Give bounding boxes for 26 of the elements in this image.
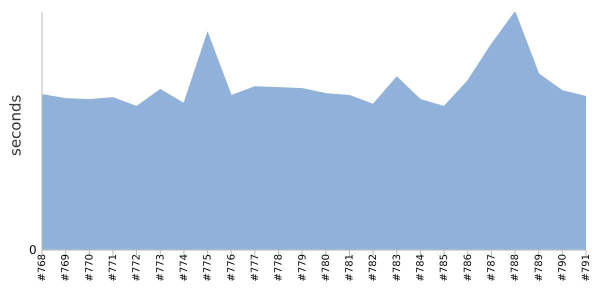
- x-tick-label: #770: [84, 254, 96, 282]
- x-tick-label: #780: [320, 254, 332, 282]
- x-tick-label: #790: [557, 254, 568, 282]
- x-tick-label: #781: [344, 254, 356, 282]
- x-tick-label: #783: [392, 254, 403, 282]
- x-tick-label: #788: [510, 254, 522, 282]
- x-tick-label: #771: [108, 254, 120, 282]
- text: 0: [29, 243, 37, 257]
- x-tick-label: #773: [155, 254, 166, 282]
- x-tick-label: #774: [179, 254, 190, 282]
- x-tick-label: #768: [37, 254, 48, 282]
- y-axis-title: seconds: [6, 94, 24, 156]
- x-tick-label: #778: [274, 254, 285, 282]
- x-tick-label: #787: [486, 254, 498, 282]
- x-tick-label: #784: [416, 254, 427, 282]
- x-tick-label: #786: [462, 254, 474, 282]
- x-tick-label: #789: [534, 254, 545, 282]
- x-tick-label: #769: [60, 254, 72, 282]
- x-tick-label: #779: [297, 254, 308, 282]
- x-tick-label: #782: [368, 254, 380, 282]
- x-tick-label: #777: [250, 254, 261, 282]
- x-tick-label: #772: [132, 254, 143, 282]
- x-tick-label: #775: [202, 254, 214, 282]
- x-tick-label: #791: [581, 254, 592, 282]
- x-tick-label: #776: [226, 254, 238, 282]
- x-tick-label: #785: [439, 254, 450, 282]
